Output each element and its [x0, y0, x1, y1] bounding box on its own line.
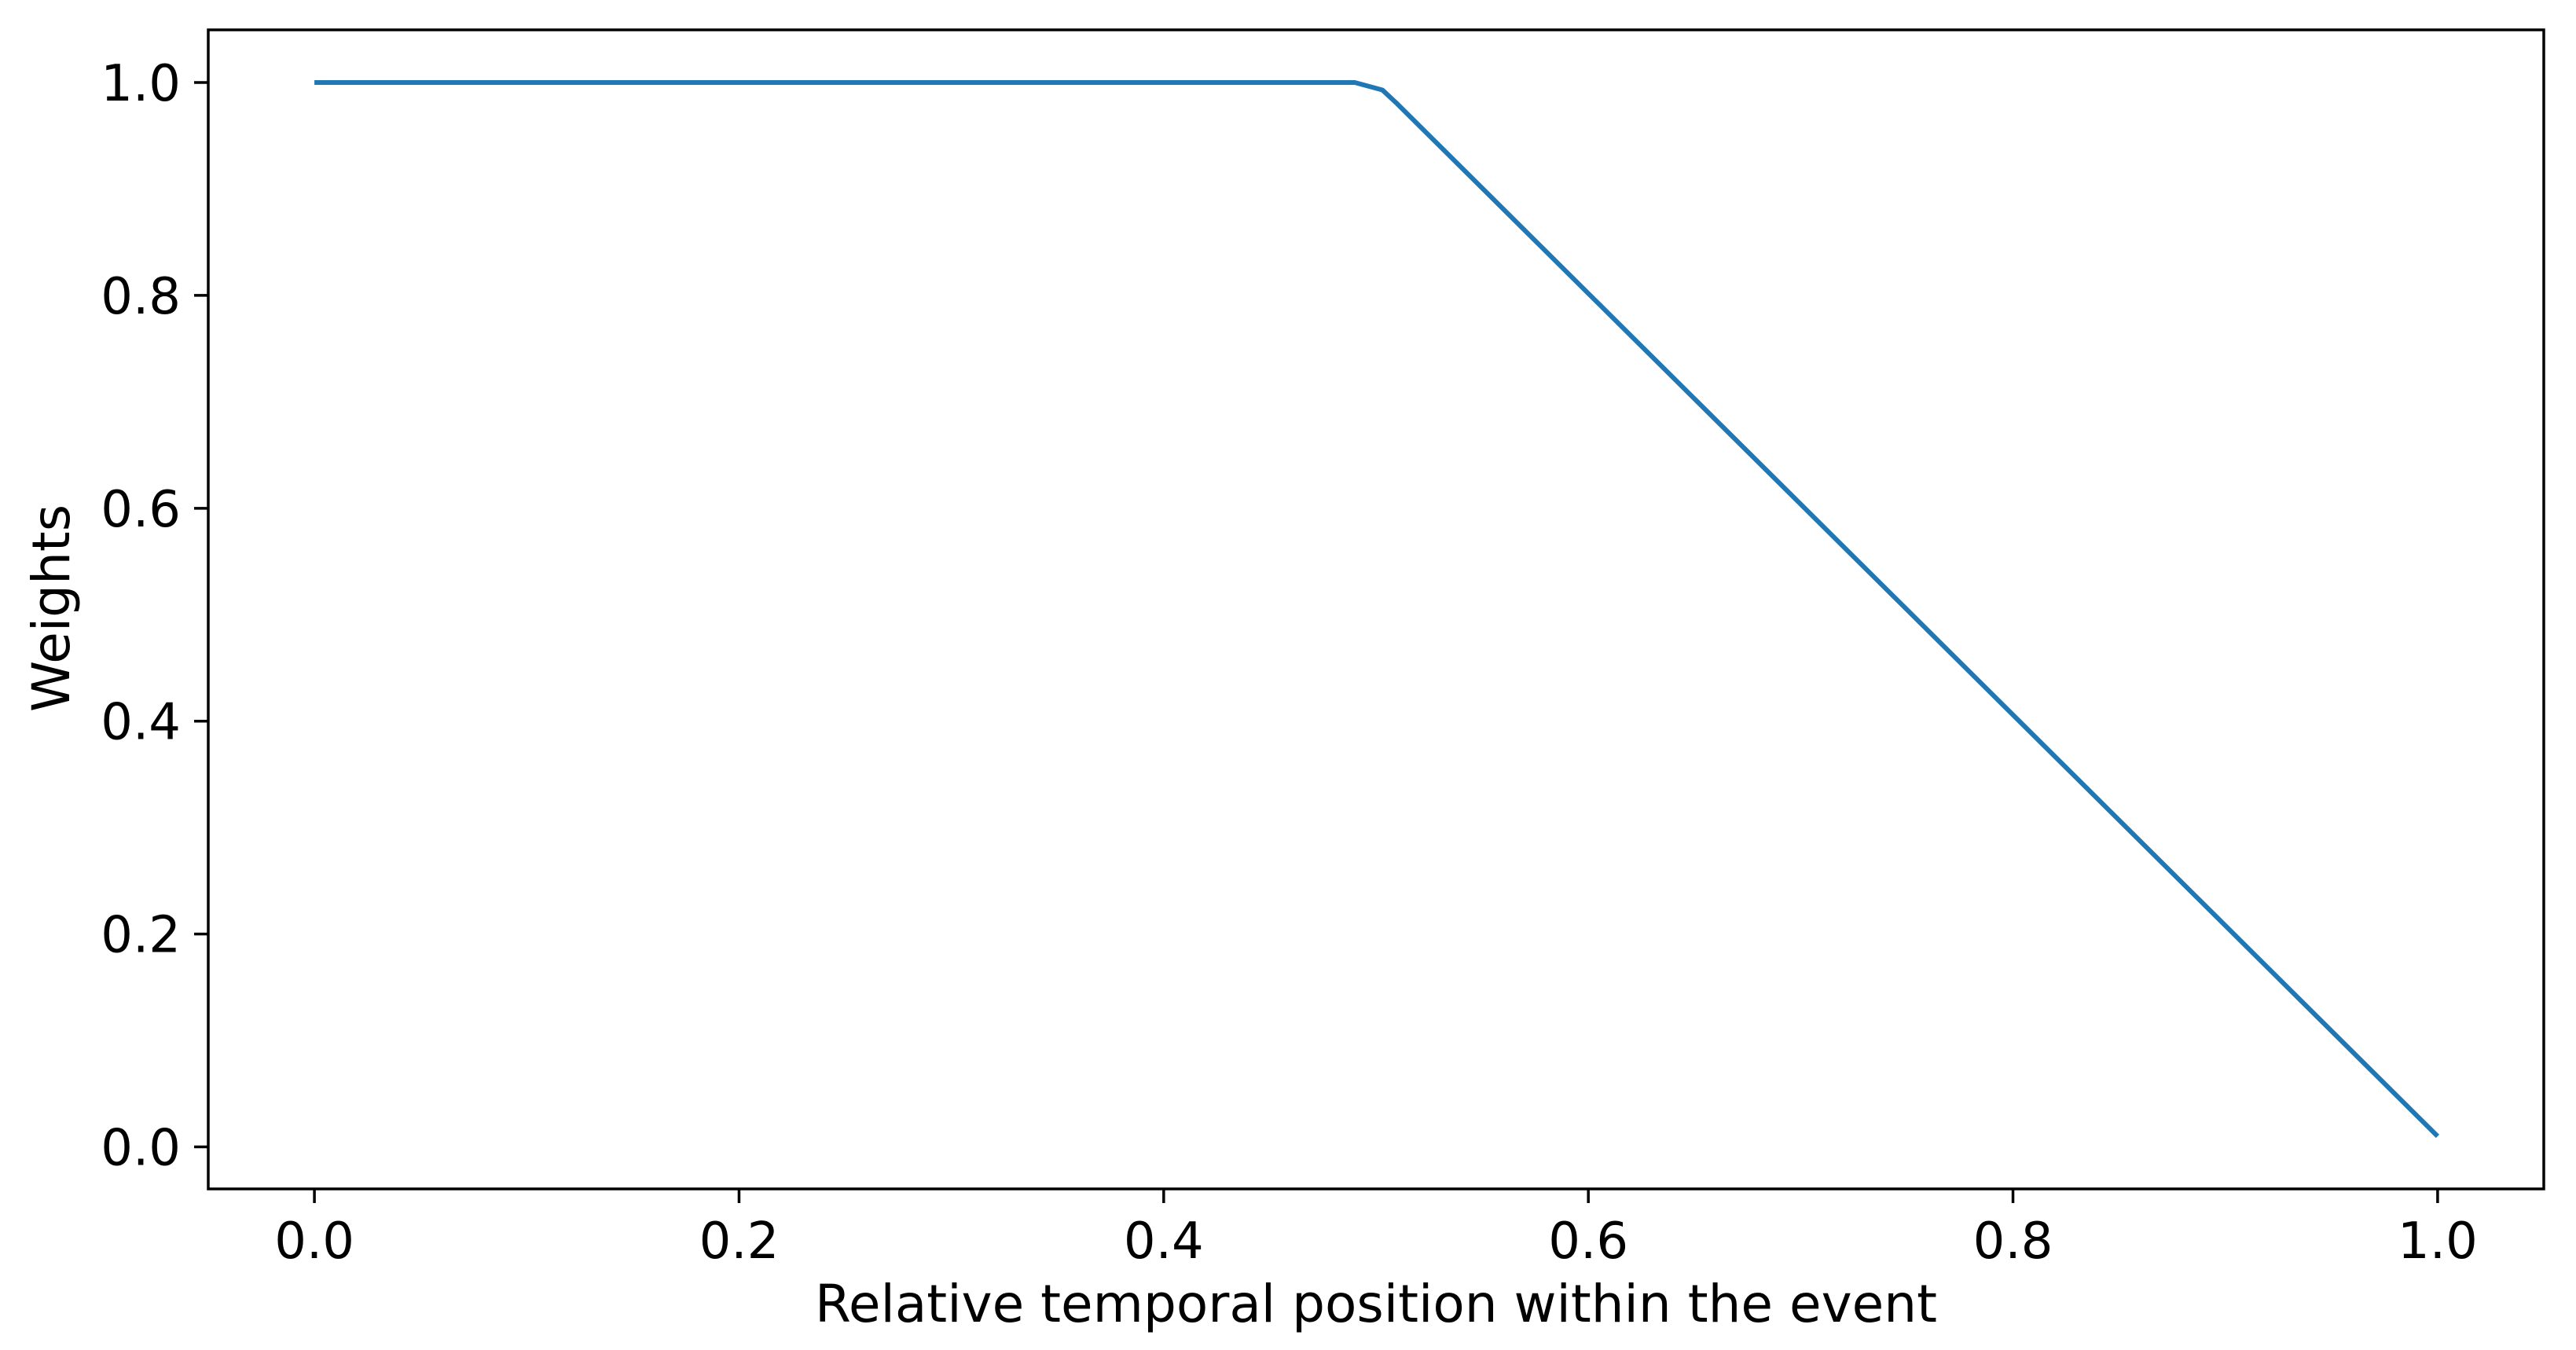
- x-tick-label: 0.4: [1124, 1212, 1204, 1271]
- y-tick-label: 0.6: [101, 481, 181, 539]
- y-tick-label: 1.0: [101, 55, 181, 113]
- x-tick-label: 0.2: [699, 1212, 780, 1271]
- y-tick-label: 0.8: [101, 268, 181, 326]
- y-tick-label: 0.4: [101, 694, 181, 752]
- y-axis-label: Weights: [21, 504, 83, 713]
- axes-spines: [207, 28, 2545, 1190]
- y-tick-label: 0.0: [101, 1119, 181, 1177]
- x-tick-label: 0.8: [1973, 1212, 2053, 1271]
- x-tick-label: 0.0: [274, 1212, 354, 1271]
- x-tick-label: 1.0: [2398, 1212, 2478, 1271]
- weights-line-series: [314, 80, 2440, 1139]
- x-axis-label: Relative temporal position within the ev…: [815, 1274, 1937, 1334]
- x-tick-label: 0.6: [1548, 1212, 1628, 1271]
- y-tick-label: 0.2: [101, 907, 181, 965]
